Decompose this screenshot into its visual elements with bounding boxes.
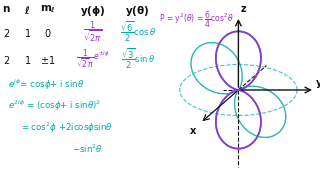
- Text: $\dfrac{1}{\sqrt{2\pi}}$: $\dfrac{1}{\sqrt{2\pi}}$: [83, 20, 103, 44]
- Text: $\dfrac{1}{\sqrt{2}\pi}e^{\pm i\phi}$: $\dfrac{1}{\sqrt{2}\pi}e^{\pm i\phi}$: [76, 47, 109, 70]
- Text: z: z: [241, 3, 247, 13]
- Text: $\dfrac{\sqrt{3}}{2}\sin\theta$: $\dfrac{\sqrt{3}}{2}\sin\theta$: [121, 47, 155, 71]
- Text: $\mathbf{y(\theta)}$: $\mathbf{y(\theta)}$: [125, 4, 150, 18]
- Text: $2$: $2$: [3, 54, 10, 66]
- Text: $-$sin$^2\theta$: $-$sin$^2\theta$: [72, 142, 103, 155]
- Text: P = y$^2$($\theta$) = $\dfrac{6}{4}$cos$^2\theta$: P = y$^2$($\theta$) = $\dfrac{6}{4}$cos$…: [159, 9, 234, 30]
- Text: y: y: [316, 78, 320, 88]
- Text: $e^{i\phi}$= cos$\phi$+ i sin$\theta$: $e^{i\phi}$= cos$\phi$+ i sin$\theta$: [8, 77, 84, 92]
- Text: $2$: $2$: [3, 27, 10, 39]
- Text: $e^{2i\phi}$ = (cos$\phi$+ i sin$\theta$)$^2$: $e^{2i\phi}$ = (cos$\phi$+ i sin$\theta$…: [8, 99, 101, 113]
- Text: $1$: $1$: [24, 27, 31, 39]
- Text: $\pm1$: $\pm1$: [40, 54, 56, 66]
- Text: $\mathbf{n}$: $\mathbf{n}$: [2, 4, 11, 14]
- Text: = cos$^2\phi$ +2icos$\phi$sin$\theta$: = cos$^2\phi$ +2icos$\phi$sin$\theta$: [21, 121, 113, 135]
- Text: $\mathbf{m_\ell}$: $\mathbf{m_\ell}$: [40, 4, 56, 15]
- Text: $\boldsymbol{\ell}$: $\boldsymbol{\ell}$: [24, 4, 30, 16]
- Text: $\dfrac{\sqrt{6}}{2}\cos\theta$: $\dfrac{\sqrt{6}}{2}\cos\theta$: [120, 20, 156, 44]
- Text: $0$: $0$: [44, 27, 52, 39]
- Text: x: x: [190, 126, 196, 136]
- Text: $1$: $1$: [24, 54, 31, 66]
- Text: $\mathbf{y(\phi)}$: $\mathbf{y(\phi)}$: [80, 4, 106, 18]
